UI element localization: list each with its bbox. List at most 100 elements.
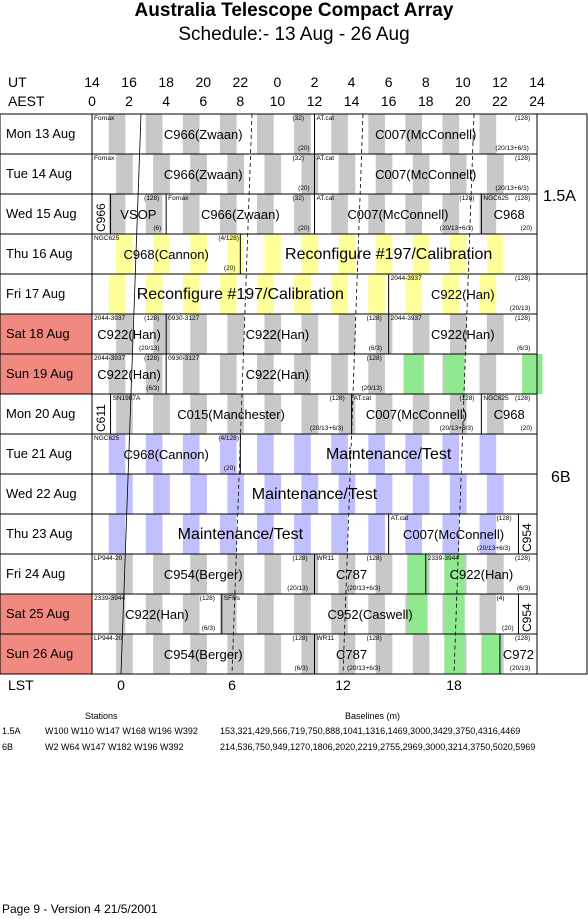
hour-band [190,634,207,674]
hour-band [412,234,430,274]
hour-band [338,154,356,194]
hour-band [182,434,200,474]
block-array: (20/13) [509,305,531,312]
ut-tick: 14 [84,74,100,90]
hour-band [449,234,467,274]
page-subtitle: Schedule:- 13 Aug - 26 Aug [178,24,410,45]
hour-band [257,114,274,154]
hour-band [182,114,200,154]
block-source: Fornax [94,155,115,162]
aest-tick: 14 [343,93,360,109]
block-source: NGC625 [94,435,120,442]
block-array: (20) [502,625,514,632]
hour-band [108,514,126,554]
hour-band [412,154,430,194]
block-vertical-label: C954 [520,603,535,632]
block-obs: (4/128) [218,235,239,242]
block-source: 2044-3937 [94,315,126,322]
block-array: (20/13+6/3) [495,145,529,152]
block-obs: (4/128) [218,435,239,442]
block-label: C922(Han) [97,367,161,382]
day-label: Tue 21 Aug [6,446,73,461]
block-source: LP944-20 [94,555,123,562]
block-source: NGC625 [94,235,120,242]
hour-band [153,634,170,674]
day-label: Thu 16 Aug [6,246,73,261]
hour-band [442,434,460,474]
ut-tick: 8 [421,74,430,90]
legend-baselines-1-5a: 153,321,429,566,719,750,888,1041,1316,14… [220,726,521,736]
legend-stations-6b: W2 W64 W147 W182 W196 W392 [45,742,184,752]
block-label: C922(Han) [431,287,495,302]
block-label: C015(Manchester) [177,407,285,422]
hour-band [375,154,393,194]
hour-band [219,114,237,154]
config-label-6b: 6B [551,469,571,486]
hour-band [486,394,504,434]
block-obs: (128) [515,115,531,122]
hour-band [190,554,207,594]
hour-band [331,194,348,234]
hour-band [486,554,504,594]
block-obs: (128) [144,195,160,202]
green-band [407,554,428,594]
hour-band [331,434,348,474]
block-obs: (128) [515,395,531,402]
day-label: Mon 20 Aug [6,406,76,421]
hour-band [479,274,497,314]
hour-band [116,154,133,194]
block-array: (20/13+6/3) [347,585,381,592]
hour-band [190,474,207,514]
block-source: 2339-3944 [94,595,126,602]
block-source: SN1987A [112,395,141,402]
block-label: C954(Berger) [163,567,243,582]
block-label: VSOP [120,207,157,222]
hour-band [294,274,311,314]
hour-band [182,514,200,554]
hour-band [301,314,319,354]
block-obs: (128) [459,395,475,402]
block-label: C007(McConnell) [375,127,477,142]
block-label: C954(Berger) [163,647,243,662]
weekend-cell [0,314,92,354]
block-label: C007(McConnell) [347,207,449,222]
block-array: (20) [223,465,236,472]
hour-band [190,154,207,194]
hour-band [108,194,126,234]
config-label-1-5a: 1.5A [543,188,576,205]
block-array: (20/13+6/3) [347,665,381,672]
block-label: C968(Cannon) [123,447,209,462]
legend-config-1-5a: 1.5A [2,726,21,736]
hour-band [375,234,393,274]
green-band [522,354,543,394]
stations-header: Stations [85,711,118,721]
block-array: (20) [298,145,310,152]
hour-band [331,114,348,154]
hour-band [449,394,467,434]
aest-tick: 2 [125,93,133,109]
hour-band [116,314,133,354]
hour-band [479,354,497,394]
block-vertical-label: C954 [520,523,535,552]
hour-band [442,194,460,234]
day-label: Sat 18 Aug [6,326,70,341]
hour-band [219,354,237,394]
legend-baselines-6b: 214,536,750,949,1270,1806,2020,2219,2755… [220,742,536,752]
aest-tick: 10 [269,93,286,109]
block-array: (20) [298,225,310,232]
hour-band [264,474,282,514]
block-array: (20) [520,425,533,432]
page-title: Australia Telescope Compact Array [134,0,454,21]
block-array: (20/13+6/3) [495,185,529,192]
block-source: NGC625 [483,195,509,202]
hour-band [368,194,385,234]
hour-band [412,394,430,434]
block-label: C966(Zwaan) [163,167,243,182]
hour-band [479,114,497,154]
day-label: Sun 19 Aug [6,366,74,381]
baselines-header: Baselines (m) [345,711,401,721]
weekend-cell [0,594,92,634]
lst-tick: 6 [228,677,236,693]
hour-band [368,514,385,554]
hour-band [145,354,163,394]
